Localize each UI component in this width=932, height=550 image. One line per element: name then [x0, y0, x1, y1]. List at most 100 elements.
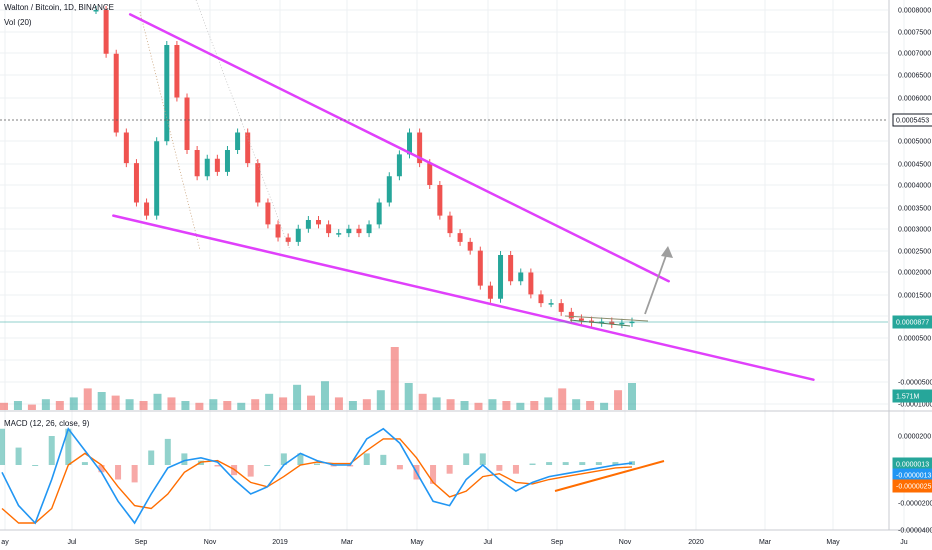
- last-price-tag: 0.0000877: [892, 315, 932, 329]
- macd-hist-26: [430, 465, 437, 484]
- candle-body-34: [437, 185, 443, 216]
- candle-body-43: [528, 272, 534, 295]
- macd-hist-34: [562, 462, 569, 465]
- macd-hist-24: [396, 465, 403, 470]
- price-axis-tick: 0.0007000: [898, 51, 931, 58]
- candle-body-7: [164, 45, 170, 142]
- candle-body-17: [265, 202, 271, 225]
- consolidation-bottom: [569, 319, 631, 327]
- time-axis-tick: May: [410, 539, 424, 546]
- volume-value-tag: 1.571M: [892, 389, 932, 403]
- volume-bar-12: [167, 397, 176, 410]
- macd-hist-10: [164, 438, 171, 465]
- macd-hist-15: [247, 465, 254, 477]
- macd-hist-30: [496, 465, 503, 471]
- macd-signal-line: [1, 438, 633, 524]
- volume-bar-37: [516, 402, 525, 410]
- volume-bar-23: [320, 381, 329, 410]
- macd-hist-32: [529, 463, 536, 465]
- volume-bar-27: [376, 390, 385, 410]
- macd-hist-6: [98, 465, 105, 473]
- candle-body-13: [224, 150, 230, 172]
- macd-hist-7: [115, 465, 122, 480]
- candle-body-36: [457, 233, 463, 242]
- candle-body-46: [558, 303, 564, 312]
- macd-line: [1, 427, 633, 525]
- volume-bar-22: [307, 395, 316, 410]
- volume-indicator-label[interactable]: Vol (20): [4, 18, 32, 27]
- candle-body-5: [144, 202, 150, 216]
- macd-hist-37: [612, 462, 619, 465]
- price-axis-tick: 0.0008000: [898, 8, 931, 15]
- candle-body-48: [578, 318, 584, 321]
- time-axis-tick: Mar: [341, 539, 354, 546]
- macd-hist-22: [363, 453, 370, 465]
- volume-bar-45: [628, 383, 636, 410]
- macd-hist-18: [297, 453, 304, 465]
- candle-body-15: [245, 132, 251, 164]
- channel-line-1: [112, 214, 815, 381]
- macd-hist-36: [595, 462, 602, 465]
- price-axis-tick: 0.0002500: [898, 249, 931, 256]
- crosshair-price-tag-text: 0.0005453: [896, 118, 929, 125]
- dotted-trendline-2: [195, 0, 291, 251]
- time-axis-tick: Ju: [900, 539, 908, 546]
- price-axis-tick: -0.0000500: [898, 380, 932, 387]
- volume-bar-40: [558, 388, 567, 410]
- macd-axis-tick: 0.0000200: [898, 434, 931, 441]
- candle-body-44: [538, 294, 544, 304]
- histogram-value-tag: -0.0000025: [892, 479, 932, 493]
- symbol-title[interactable]: Walton / Bitcoin, 1D, BINANCE: [4, 3, 114, 12]
- volume-value-tag-text: 1.571M: [896, 394, 920, 401]
- price-candles: [93, 6, 635, 329]
- candle-body-2: [113, 53, 119, 133]
- volume-bar-5: [69, 397, 78, 410]
- macd-hist-8: [131, 465, 138, 483]
- volume-bar-43: [600, 402, 609, 410]
- dotted-trendline-1: [139, 11, 201, 251]
- macd-hist-5: [81, 462, 88, 465]
- price-axis-tick: 0.0003000: [898, 227, 931, 234]
- histogram-value-tag-text: -0.0000025: [896, 484, 932, 491]
- macd-hist-9: [148, 450, 155, 465]
- candle-body-19: [285, 237, 291, 242]
- price-axis-tick: 0.0005000: [898, 139, 931, 146]
- volume-bar-29: [404, 383, 413, 410]
- time-axis-tick: 2020: [688, 539, 704, 546]
- volume-bar-35: [488, 399, 497, 410]
- candle-body-25: [346, 228, 352, 234]
- macd-hist-17: [280, 453, 287, 465]
- candle-body-10: [194, 150, 200, 177]
- time-axis-tick: Mar: [759, 539, 772, 546]
- last-price-tag-text: 0.0000877: [896, 320, 929, 327]
- volume-bar-14: [195, 402, 204, 410]
- macd-hist-19: [314, 463, 320, 465]
- macd-hist-13: [214, 465, 221, 467]
- candle-body-1: [103, 10, 109, 54]
- candle-body-39: [487, 285, 493, 299]
- histogram-value-tag-bg: [892, 479, 932, 493]
- volume-bar-18: [251, 399, 260, 410]
- breakout-arrow-head: [661, 246, 673, 258]
- candle-body-38: [477, 250, 483, 286]
- volume-bar-44: [614, 390, 623, 410]
- macd-indicator-label[interactable]: MACD (12, 26, close, 9): [4, 419, 90, 428]
- macd-hist-31: [512, 465, 519, 474]
- time-axis-tick: Jul: [68, 539, 77, 546]
- candle-body-42: [518, 272, 524, 282]
- time-axis-tick: May: [826, 539, 840, 546]
- signal-value-tag: -0.0000013: [892, 468, 932, 482]
- macd-value-tag-text: 0.0000013: [896, 462, 929, 469]
- volume-bar-10: [139, 401, 148, 410]
- volume-bar-15: [209, 399, 218, 410]
- candle-body-11: [204, 158, 210, 177]
- volume-bar-8: [111, 395, 120, 410]
- volume-bar-11: [153, 393, 162, 410]
- volume-bar-24: [334, 397, 343, 410]
- volume-bars: [0, 347, 636, 410]
- macd-hist-16: [264, 465, 271, 466]
- macd-hist-23: [380, 454, 387, 465]
- candle-body-37: [467, 241, 473, 251]
- candle-body-35: [447, 215, 453, 234]
